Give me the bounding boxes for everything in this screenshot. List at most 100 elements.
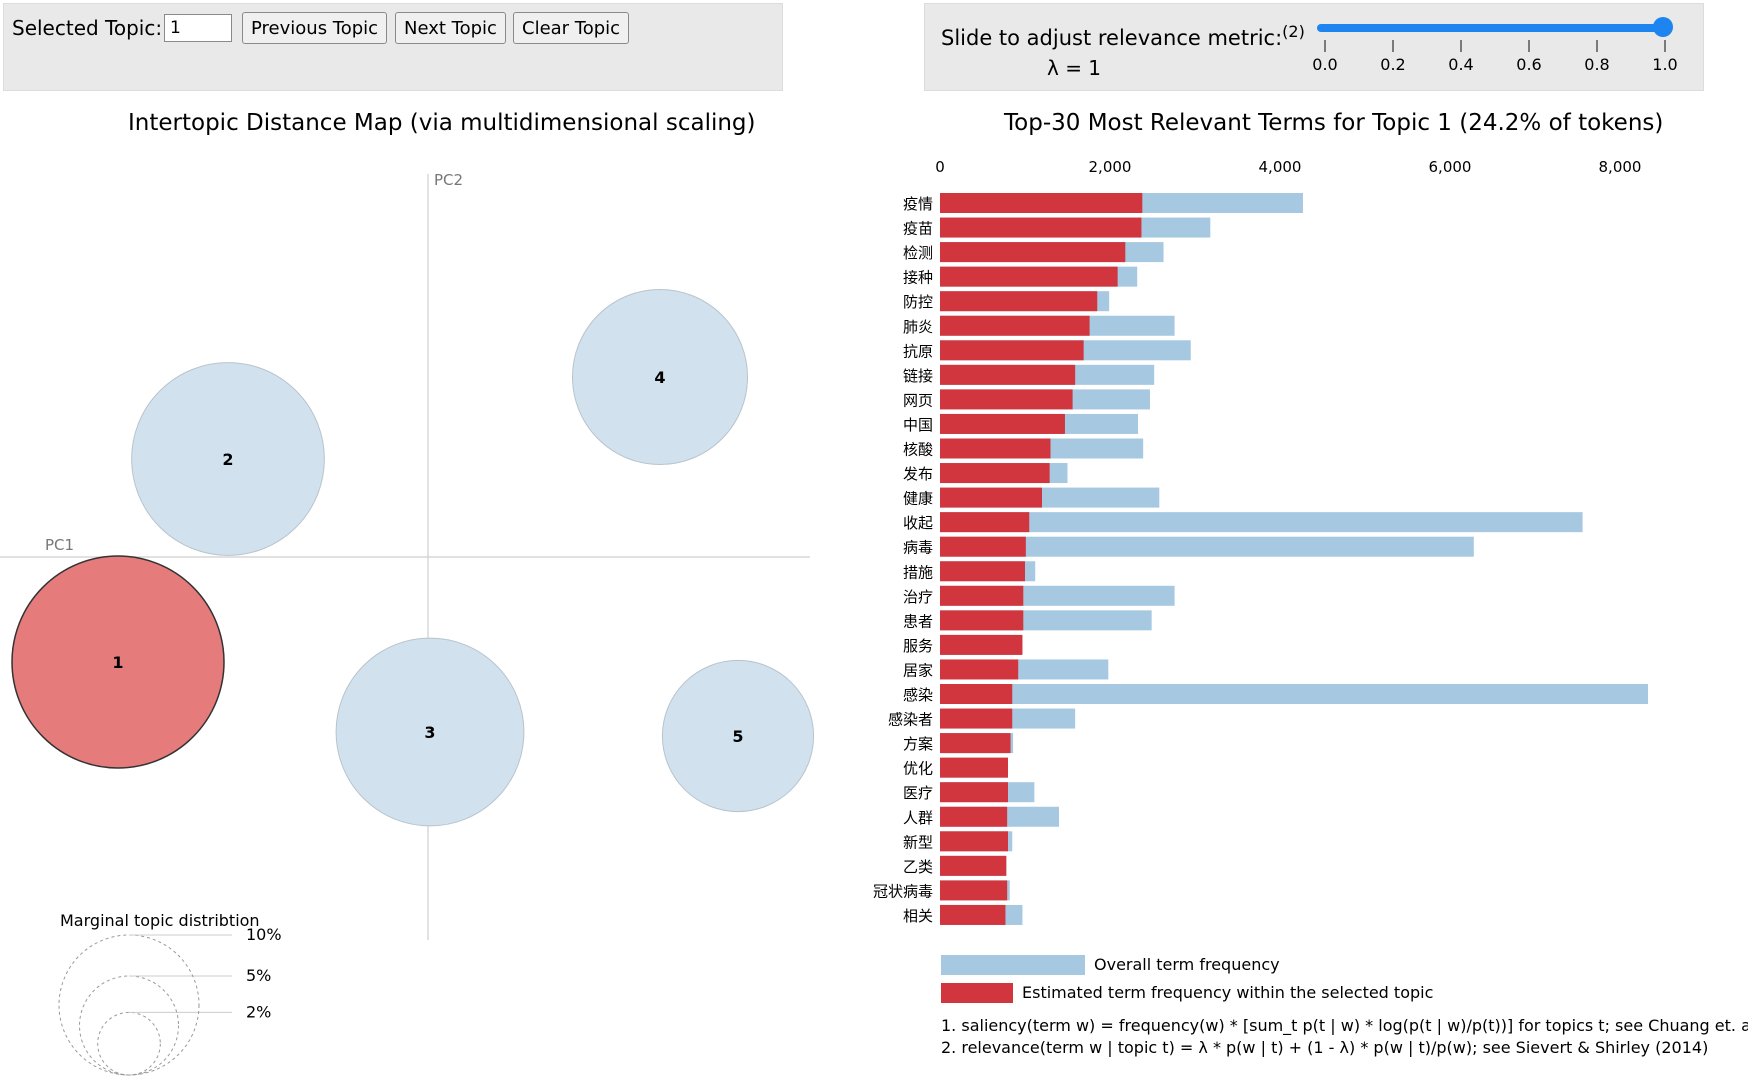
term-label-人群: 人群 bbox=[903, 809, 933, 827]
term-label-病毒: 病毒 bbox=[903, 539, 933, 557]
size-legend-circle bbox=[97, 1011, 161, 1076]
bar-chart-legend: Overall term frequency Estimated term fre… bbox=[941, 955, 1433, 1003]
slider-tick-label: 0.8 bbox=[1584, 55, 1609, 74]
estimated-bar-病毒 bbox=[940, 536, 1026, 557]
term-label-医疗: 医疗 bbox=[903, 784, 933, 802]
slider-tick-label: 0.6 bbox=[1516, 55, 1541, 74]
estimated-bar-疫苗 bbox=[940, 217, 1142, 238]
topic-control-panel: Selected Topic: Previous Topic Next Topi… bbox=[3, 3, 783, 91]
x-tick-label: 4,000 bbox=[1259, 158, 1302, 176]
topic-label-4: 4 bbox=[654, 368, 665, 387]
estimated-bar-优化 bbox=[940, 757, 1008, 778]
footnote-saliency: 1. saliency(term w) = frequency(w) * [su… bbox=[941, 1016, 1748, 1035]
term-label-接种: 接种 bbox=[903, 269, 933, 287]
term-label-疫苗: 疫苗 bbox=[903, 220, 933, 238]
topic-circle-1 bbox=[11, 555, 225, 769]
selected-topic-input[interactable] bbox=[164, 14, 232, 42]
slider-label: Slide to adjust relevance metric:(2) bbox=[941, 22, 1305, 50]
term-label-患者: 患者 bbox=[903, 612, 933, 630]
x-tick-label: 6,000 bbox=[1429, 158, 1472, 176]
size-legend-label: 10% bbox=[246, 925, 282, 944]
size-legend-circle bbox=[79, 975, 179, 1076]
estimated-bar-核酸 bbox=[940, 438, 1051, 459]
topic-label-3: 3 bbox=[424, 723, 435, 742]
estimated-bar-收起 bbox=[940, 512, 1030, 533]
estimated-bar-接种 bbox=[940, 266, 1118, 287]
next-topic-button[interactable]: Next Topic bbox=[395, 12, 506, 44]
pc2-axis-label: PC2 bbox=[434, 171, 463, 189]
legend-swatch-overall bbox=[941, 955, 1085, 975]
size-legend-label: 5% bbox=[246, 966, 271, 985]
estimated-bar-医疗 bbox=[940, 782, 1008, 803]
term-label-感染者: 感染者 bbox=[888, 711, 933, 729]
topic-label-1: 1 bbox=[112, 653, 123, 672]
term-label-优化: 优化 bbox=[903, 760, 933, 778]
pc1-axis-label: PC1 bbox=[45, 536, 74, 554]
intertopic-map-title: Intertopic Distance Map (via multidimens… bbox=[128, 110, 756, 136]
slider-tick-label: 1.0 bbox=[1652, 55, 1677, 74]
overall-bar-收起 bbox=[940, 512, 1583, 533]
marginal-distribution-legend: Marginal topic distribtion 2% 5% 10% bbox=[58, 911, 282, 1076]
estimated-bar-感染者 bbox=[940, 708, 1013, 729]
topic-circle-3 bbox=[335, 637, 525, 827]
estimated-bar-措施 bbox=[940, 561, 1025, 582]
estimated-bar-抗原 bbox=[940, 340, 1084, 361]
slider-tick-label: 0.4 bbox=[1448, 55, 1473, 74]
legend-label-estimated: Estimated term frequency within the sele… bbox=[1022, 983, 1433, 1002]
term-label-收起: 收起 bbox=[903, 514, 933, 532]
x-tick-label: 8,000 bbox=[1599, 158, 1642, 176]
relevance-slider-handle[interactable] bbox=[1653, 17, 1673, 37]
term-label-中国: 中国 bbox=[903, 416, 933, 434]
overall-bar-病毒 bbox=[940, 536, 1474, 557]
term-label-相关: 相关 bbox=[903, 907, 933, 925]
slider-tick-label: 0.0 bbox=[1312, 55, 1337, 74]
term-label-新型: 新型 bbox=[903, 833, 933, 851]
topic-circle-5 bbox=[661, 659, 815, 813]
footnote-relevance: 2. relevance(term w | topic t) = λ * p(w… bbox=[941, 1038, 1709, 1057]
estimated-bar-方案 bbox=[940, 733, 1011, 754]
estimated-bar-检测 bbox=[940, 242, 1126, 263]
term-label-检测: 检测 bbox=[903, 244, 933, 262]
estimated-bar-健康 bbox=[940, 487, 1042, 508]
term-label-发布: 发布 bbox=[903, 465, 933, 483]
estimated-bar-乙类 bbox=[940, 855, 1007, 876]
term-label-感染: 感染 bbox=[903, 686, 933, 704]
relevance-slider-track[interactable] bbox=[1317, 24, 1663, 32]
size-legend-circle bbox=[58, 934, 200, 1076]
estimated-bar-相关 bbox=[940, 904, 1006, 925]
estimated-bar-肺炎 bbox=[940, 315, 1090, 336]
estimated-bar-治疗 bbox=[940, 585, 1024, 606]
term-label-方案: 方案 bbox=[903, 735, 933, 753]
term-label-措施: 措施 bbox=[903, 563, 933, 581]
selected-topic-label: Selected Topic: bbox=[12, 16, 163, 40]
bar-chart-title: Top-30 Most Relevant Terms for Topic 1 (… bbox=[1004, 110, 1664, 136]
overall-bar-感染 bbox=[940, 684, 1649, 704]
estimated-bar-患者 bbox=[940, 610, 1024, 631]
topic-label-5: 5 bbox=[732, 727, 743, 746]
topic-circle-4 bbox=[571, 288, 749, 466]
term-label-冠状病毒: 冠状病毒 bbox=[873, 882, 933, 900]
term-label-链接: 链接 bbox=[903, 367, 933, 385]
legend-swatch-estimated bbox=[941, 983, 1013, 1003]
topic-label-2: 2 bbox=[222, 450, 233, 469]
slider-footnote-ref: (2) bbox=[1282, 22, 1305, 41]
size-legend-label: 2% bbox=[246, 1002, 271, 1021]
term-label-居家: 居家 bbox=[903, 661, 933, 679]
size-legend-title: Marginal topic distribtion bbox=[60, 911, 260, 930]
relevant-terms-bar-chart: 0 2,000 4,000 6,000 8,000 疫情疫苗检测接种防控肺炎抗原链接网页中… bbox=[873, 158, 1649, 925]
estimated-bar-防控 bbox=[940, 291, 1098, 312]
previous-topic-button[interactable]: Previous Topic bbox=[242, 12, 388, 44]
intertopic-distance-map: PC2 PC1 1 2 3 4 5 bbox=[0, 171, 815, 940]
term-label-乙类: 乙类 bbox=[903, 858, 933, 876]
estimated-bar-服务 bbox=[940, 634, 1023, 655]
slider-tick-label: 0.2 bbox=[1380, 55, 1405, 74]
slider-label-text: Slide to adjust relevance metric: bbox=[941, 26, 1283, 50]
clear-topic-button[interactable]: Clear Topic bbox=[513, 12, 630, 44]
term-label-服务: 服务 bbox=[903, 637, 933, 655]
term-label-防控: 防控 bbox=[903, 293, 933, 311]
estimated-bar-冠状病毒 bbox=[940, 880, 1008, 901]
slider-ticks: 0.0 0.2 0.4 0.6 0.8 1.0 bbox=[1312, 40, 1678, 74]
estimated-bar-新型 bbox=[940, 831, 1008, 852]
x-tick-label: 0 bbox=[935, 158, 945, 176]
estimated-bar-居家 bbox=[940, 659, 1019, 680]
